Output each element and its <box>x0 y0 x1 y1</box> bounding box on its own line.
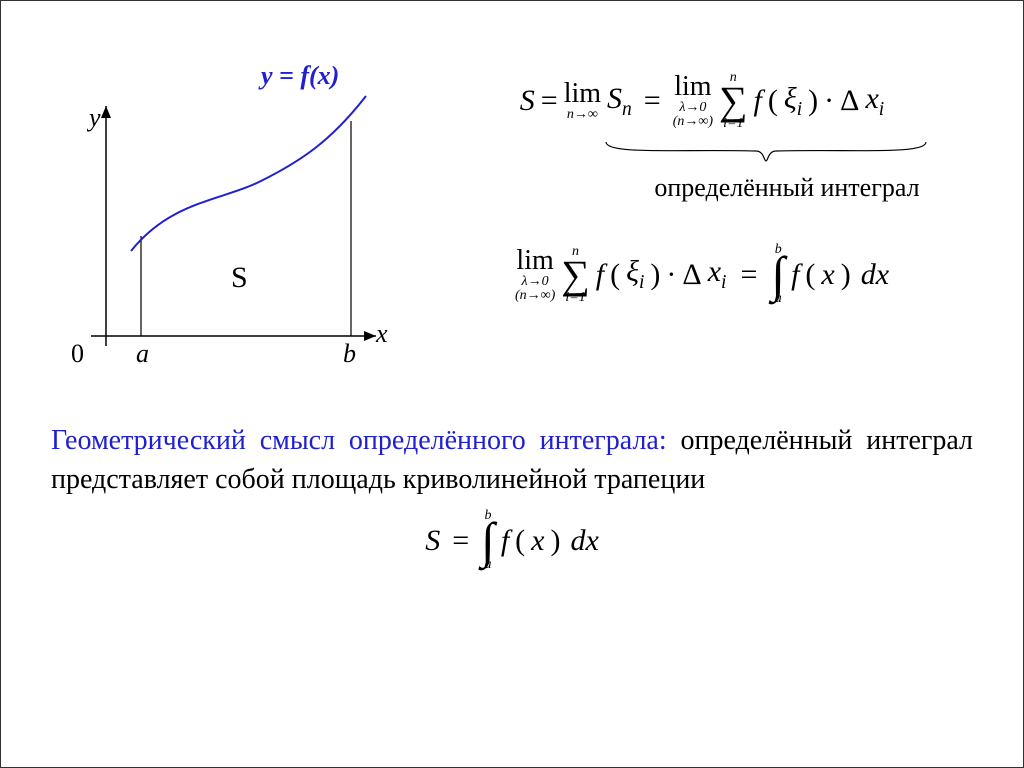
lim-text-2: lim <box>674 73 711 101</box>
paren-close-3: ) <box>841 258 851 292</box>
sym-dx: dx <box>861 258 889 292</box>
x-axis-label: x <box>376 319 388 349</box>
lim-sub-1: n→∞ <box>567 108 598 122</box>
sym-eq-2: = <box>644 84 661 118</box>
paren-close-2: ) <box>650 258 660 292</box>
y-axis-label: y <box>89 103 101 133</box>
paren-open-2: ( <box>610 258 620 292</box>
x-sub-2: i <box>721 272 726 293</box>
sym-xi-3: ξi <box>626 255 644 294</box>
paren-open: ( <box>768 84 778 118</box>
int-block-final: b ∫ a <box>481 509 495 572</box>
sym-xi: ξi <box>784 82 802 121</box>
sym-f-final: f <box>501 524 509 558</box>
graph-svg <box>51 61 391 381</box>
integral-formula: lim λ→0 (n→∞) n ∑ i=1 f ( ξi ) · Δ x <box>431 243 973 306</box>
sym-delta-2: Δ <box>682 258 701 292</box>
lim-sub-2b: (n→∞) <box>673 115 713 129</box>
lim-2: lim λ→0 (n→∞) <box>673 73 713 129</box>
final-formula: S = b ∫ a f ( x ) dx <box>51 509 973 572</box>
lim-text-3: lim <box>516 247 553 275</box>
sym-eq-3: = <box>740 258 757 292</box>
xi-sub: i <box>797 99 802 120</box>
sym-Sn: Sn <box>607 82 632 121</box>
lim-3: lim λ→0 (n→∞) <box>515 247 555 303</box>
int-block: b ∫ a <box>771 243 785 306</box>
geometric-title: Геометрический смысл определённого интег… <box>51 425 667 456</box>
lim-sub-3b: (n→∞) <box>515 289 555 303</box>
paren-open-3: ( <box>805 258 815 292</box>
sym-dx-final: dx <box>570 524 598 558</box>
sum-bot-2: i=1 <box>565 291 585 305</box>
sym-x-final: x <box>531 524 544 558</box>
sym-Sn-S: S <box>607 82 622 115</box>
tick-a: a <box>136 339 149 369</box>
int-sym-final: ∫ <box>481 523 495 558</box>
x-char: x <box>865 82 878 115</box>
sum-block-2: n ∑ i=1 <box>561 245 590 305</box>
sym-eq-final: = <box>452 524 469 558</box>
xi-char: ξ <box>784 82 797 115</box>
int-sym: ∫ <box>771 257 785 292</box>
paren-close-final: ) <box>550 524 560 558</box>
paren-close: ) <box>808 84 818 118</box>
lim-sub-3a: λ→0 <box>522 275 549 289</box>
x-sub: i <box>879 99 884 120</box>
lim-sub-2a: λ→0 <box>679 101 706 115</box>
origin-label: 0 <box>71 339 84 369</box>
body-text: Геометрический смысл определённого интег… <box>51 421 973 499</box>
lim-1: lim n→∞ <box>564 80 601 122</box>
sym-eq: = <box>541 84 558 118</box>
sym-S: S <box>520 84 535 118</box>
curve-label: y = f(x) <box>261 61 339 91</box>
paren-open-final: ( <box>515 524 525 558</box>
lim-text: lim <box>564 80 601 108</box>
sym-f-3: f <box>791 258 799 292</box>
sym-f-2: f <box>596 258 604 292</box>
xi-sub-2: i <box>639 272 644 293</box>
brace-caption: определённый интеграл <box>601 173 973 203</box>
sym-f: f <box>754 84 762 118</box>
brace-row: определённый интеграл <box>431 137 973 203</box>
area-label: S <box>231 261 248 295</box>
sym-xi-4: xi <box>708 255 727 294</box>
sym-Sn-n: n <box>622 99 632 120</box>
sum-sym: ∑ <box>719 85 748 117</box>
sym-x-3: x <box>821 258 834 292</box>
int-bot-final: a <box>484 558 491 572</box>
sym-dot-2: · <box>666 258 676 292</box>
sym-S-final: S <box>425 524 440 558</box>
formula-area: S = lim n→∞ Sn = lim λ→0 (n→∞) n ∑ <box>431 61 973 306</box>
tick-b: b <box>343 339 356 369</box>
sum-sym-2: ∑ <box>561 259 590 291</box>
int-bot: a <box>775 292 782 306</box>
sym-delta: Δ <box>840 84 859 118</box>
sym-xi-2: xi <box>865 82 884 121</box>
xi-char-2: ξ <box>626 255 639 288</box>
integral-graph: y = f(x) y x 0 a b S <box>51 61 391 381</box>
underbrace-icon <box>601 137 931 165</box>
limit-formula: S = lim n→∞ Sn = lim λ→0 (n→∞) n ∑ <box>431 71 973 131</box>
sym-dot: · <box>824 84 834 118</box>
sum-bot: i=1 <box>723 117 743 131</box>
sum-block: n ∑ i=1 <box>719 71 748 131</box>
x-char-2: x <box>708 255 721 288</box>
